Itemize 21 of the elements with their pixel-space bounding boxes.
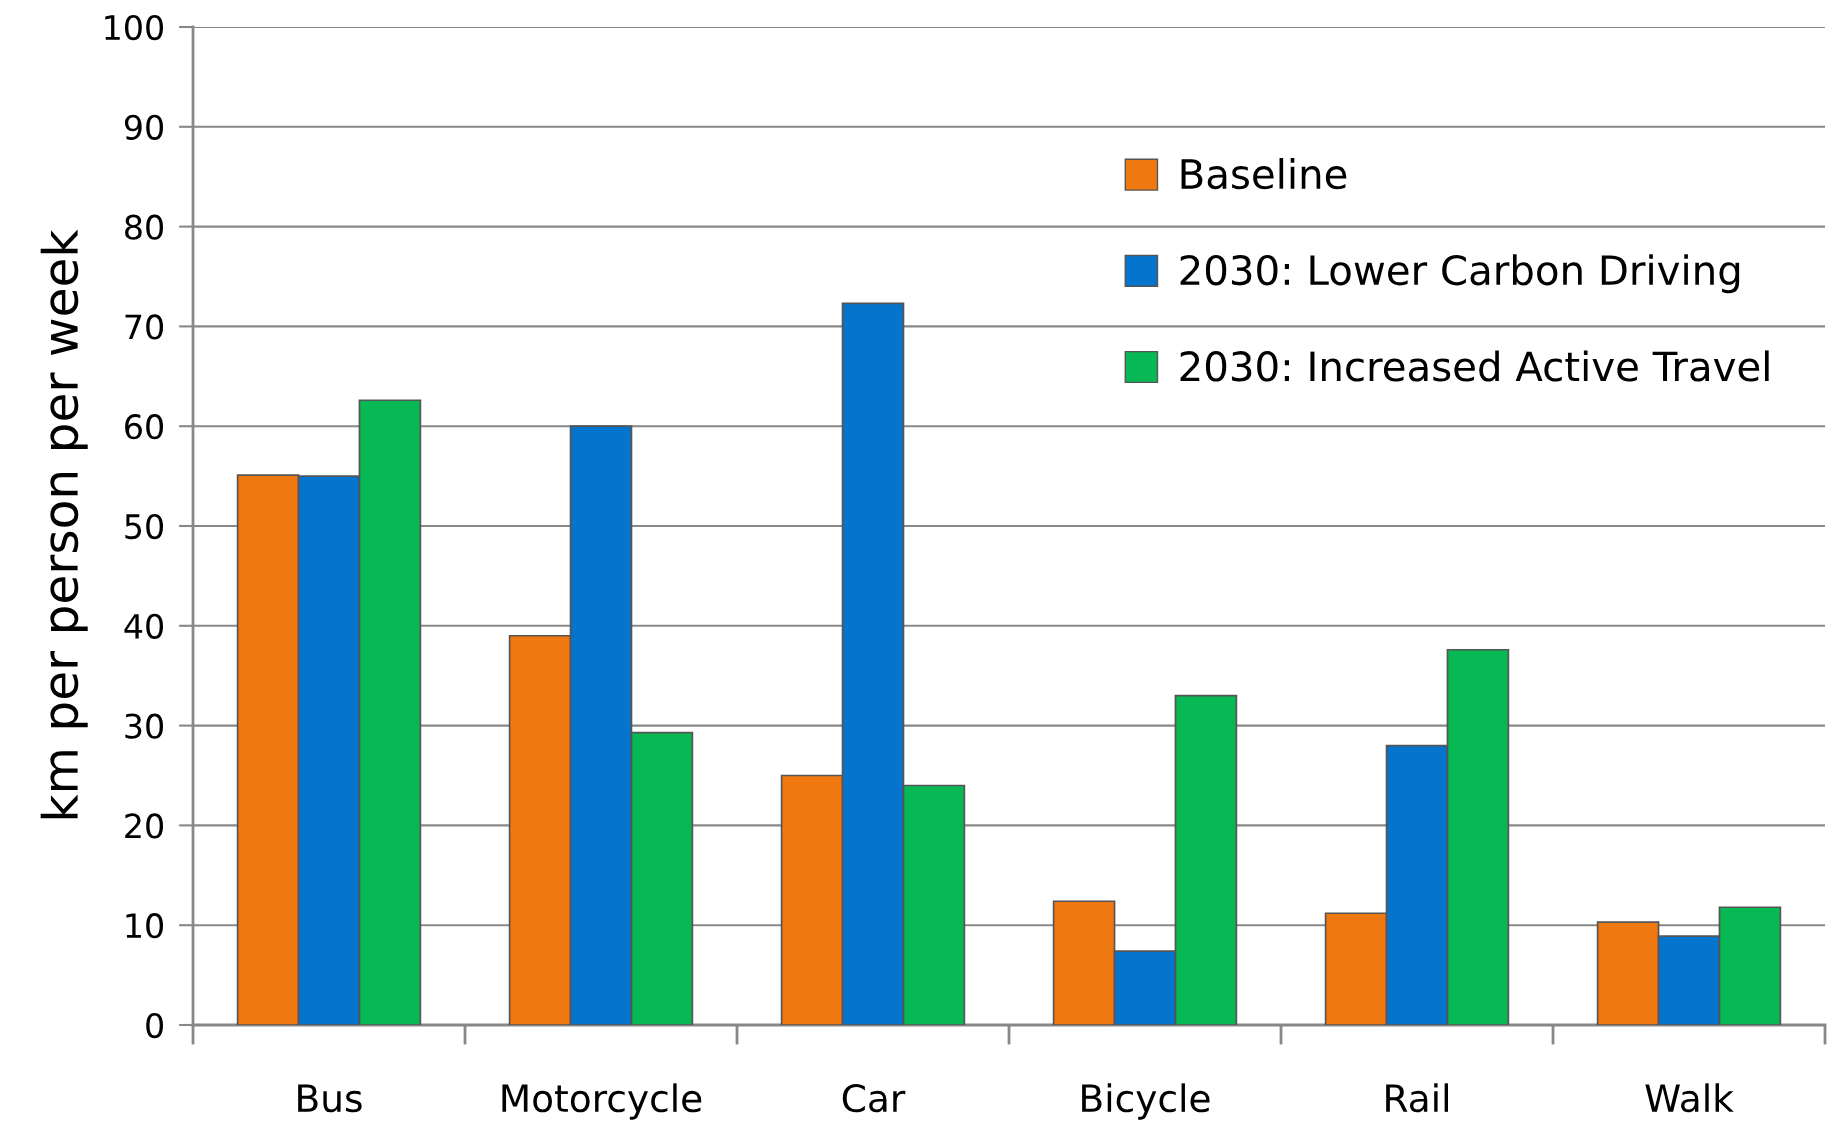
y-tick-label: 50 [125, 513, 164, 540]
y-tick-label: 30 [125, 713, 164, 739]
y-tick-label: 40 [124, 613, 164, 639]
x-tick-label: Walk [1645, 1083, 1734, 1113]
y-tick-label: 0 [146, 1012, 164, 1039]
y-tick-label: 20 [125, 813, 164, 839]
y-tick-label: 10 [126, 913, 164, 939]
x-tick-label: Motorcycle [502, 1083, 702, 1120]
legend-label: Baseline [1181, 158, 1347, 190]
x-tick-label: Car [842, 1084, 906, 1113]
x-tick-label: Rail [1386, 1083, 1448, 1113]
x-tick-label: Bus [298, 1084, 362, 1113]
legend-label: 2030: Increased Active Travel [1180, 350, 1769, 382]
y-tick-label: 80 [125, 214, 164, 240]
y-tick-label: 90 [124, 114, 164, 140]
y-tick-label: 100 [105, 14, 164, 41]
y-tick-label: 70 [125, 314, 164, 340]
x-tick-label: Bicycle [1082, 1083, 1210, 1120]
legend-label: 2030: Lower Carbon Driving [1180, 254, 1740, 294]
y-tick-label: 60 [125, 414, 164, 440]
y-axis-title: km per person per week [40, 229, 88, 819]
